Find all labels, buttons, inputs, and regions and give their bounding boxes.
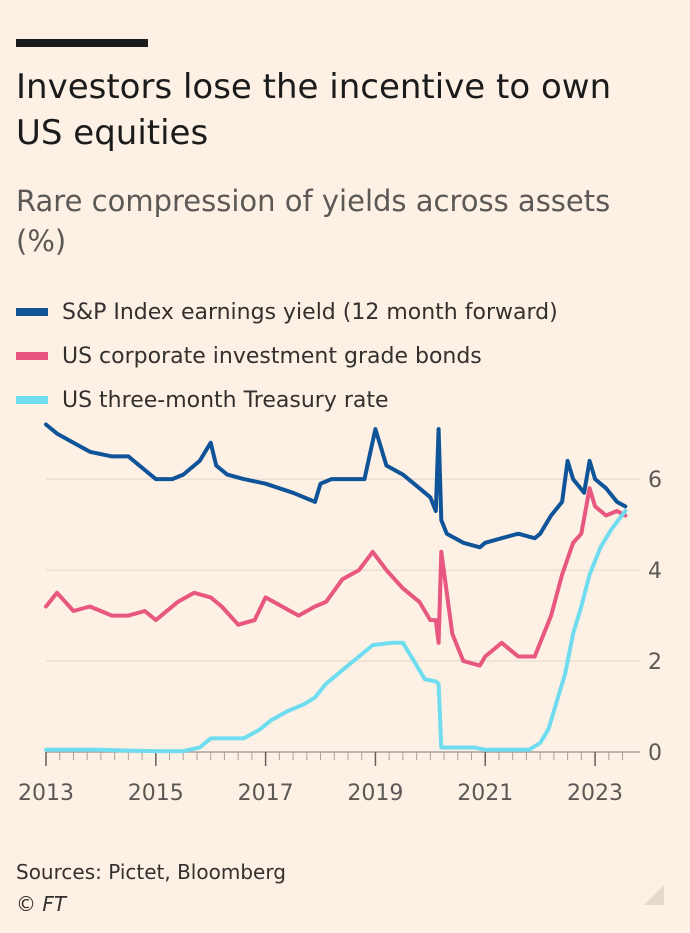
legend: S&P Index earnings yield (12 month forwa… bbox=[16, 290, 558, 422]
x-tick-label-2013: 2013 bbox=[18, 781, 74, 806]
legend-label-sp-earnings-yield: S&P Index earnings yield (12 month forwa… bbox=[62, 299, 558, 325]
y-tick-label-4: 4 bbox=[648, 559, 662, 584]
legend-item-treasury-rate: US three-month Treasury rate bbox=[16, 378, 558, 422]
x-tick-label-2021: 2021 bbox=[457, 781, 513, 806]
x-tick-label-2017: 2017 bbox=[238, 781, 294, 806]
header-rule bbox=[16, 39, 148, 47]
y-tick-label-0: 0 bbox=[648, 741, 662, 766]
corner-resize-icon bbox=[644, 885, 664, 905]
source-note: Sources: Pictet, Bloomberg bbox=[16, 860, 286, 884]
x-tick-label-2023: 2023 bbox=[567, 781, 623, 806]
series-line-treasury-rate bbox=[44, 509, 628, 754]
y-axis-labels: 0 2 4 6 bbox=[648, 468, 662, 766]
chart-subtitle: Rare compression of yields across assets… bbox=[16, 184, 611, 258]
chart-title: Investors lose the incentive to own US e… bbox=[16, 67, 612, 153]
series-line-corporate-bonds bbox=[44, 486, 628, 668]
legend-item-corporate-bonds: US corporate investment grade bonds bbox=[16, 334, 558, 378]
legend-label-treasury-rate: US three-month Treasury rate bbox=[62, 387, 389, 413]
legend-label-corporate-bonds: US corporate investment grade bonds bbox=[62, 343, 482, 369]
legend-item-sp-earnings-yield: S&P Index earnings yield (12 month forwa… bbox=[16, 290, 558, 334]
series-layer bbox=[44, 422, 628, 754]
legend-swatch-treasury-rate bbox=[16, 396, 48, 404]
x-tick-label-2015: 2015 bbox=[128, 781, 184, 806]
x-axis: 2013 2015 2017 2019 2021 2023 bbox=[18, 752, 623, 806]
x-tick-label-2019: 2019 bbox=[347, 781, 403, 806]
legend-swatch-corporate-bonds bbox=[16, 352, 48, 360]
credit-note: © FT bbox=[16, 892, 67, 916]
series-line-sp-earnings-yield bbox=[44, 422, 628, 550]
y-tick-label-2: 2 bbox=[648, 650, 662, 675]
y-tick-label-6: 6 bbox=[648, 468, 662, 493]
legend-swatch-sp-earnings-yield bbox=[16, 308, 48, 316]
line-chart: 2013 2015 2017 2019 2021 2023 0 2 4 6 bbox=[18, 422, 662, 806]
